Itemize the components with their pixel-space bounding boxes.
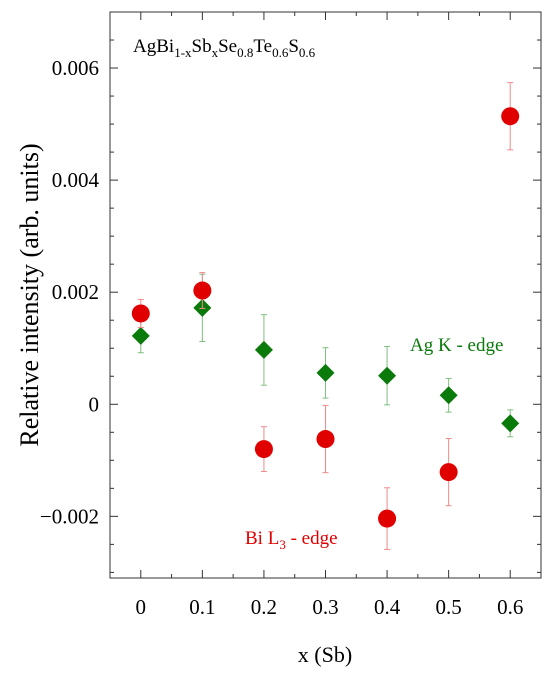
y-tick-label: 0.006 xyxy=(52,56,99,80)
bi-series-label: Bi L3 - edge xyxy=(245,528,338,552)
y-tick-label: −0.002 xyxy=(40,504,99,528)
series-0 xyxy=(131,273,520,438)
x-tick-label: 0.4 xyxy=(374,595,401,619)
data-point-diamond xyxy=(254,340,273,359)
x-tick-label: 0.3 xyxy=(312,595,338,619)
data-point-diamond xyxy=(316,363,335,382)
y-tick-label: 0.004 xyxy=(52,168,100,192)
x-tick-label: 0.5 xyxy=(436,595,462,619)
y-axis-label: Relative intensity (arb. units) xyxy=(15,143,44,446)
ag-series-label: Ag K - edge xyxy=(410,335,503,356)
x-tick-label: 0.2 xyxy=(251,595,277,619)
x-axis-ticks: 0 0.1 0.2 0.3 0.4 0.5 0.6 xyxy=(136,12,523,619)
x-tick-label: 0.6 xyxy=(497,595,523,619)
x-tick-label: 0 xyxy=(136,595,147,619)
data-point-diamond xyxy=(131,326,150,345)
data-point-circle xyxy=(254,440,273,459)
data-point-circle xyxy=(316,430,335,449)
formula-annotation: AgBi1-xSbxSe0.8Te0.6S0.6 xyxy=(133,36,316,60)
data-point-circle xyxy=(193,281,212,300)
series-1 xyxy=(131,82,520,550)
data-point-circle xyxy=(501,107,520,126)
data-point-circle xyxy=(378,509,397,528)
plot-frame xyxy=(109,11,542,579)
data-point-diamond xyxy=(378,366,397,385)
y-tick-label: 0.002 xyxy=(52,280,99,304)
x-tick-label: 0.1 xyxy=(189,595,215,619)
y-tick-label: 0 xyxy=(89,392,100,416)
data-point-circle xyxy=(439,463,458,482)
data-point-circle xyxy=(131,304,150,323)
series-layer xyxy=(131,82,520,550)
data-point-diamond xyxy=(439,386,458,405)
y-axis-ticks: −0.002 0 0.002 0.004 0.006 xyxy=(40,11,541,573)
x-axis-label: x (Sb) xyxy=(298,642,352,667)
data-point-diamond xyxy=(501,414,520,433)
